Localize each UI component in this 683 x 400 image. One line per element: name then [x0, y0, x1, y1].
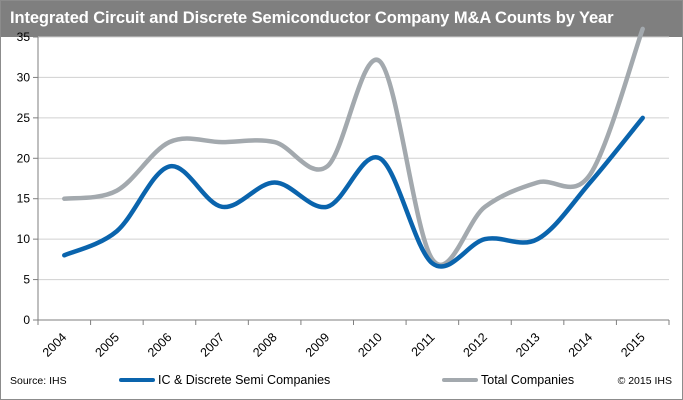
y-tick-label-10: 10 [17, 232, 31, 246]
x-tick-label-2007: 2007 [198, 330, 228, 360]
legend-swatch-ic [119, 378, 155, 382]
title-bar: Integrated Circuit and Discrete Semicond… [1, 1, 682, 37]
x-tick-label-2014: 2014 [566, 330, 596, 360]
x-tick-label-2015: 2015 [618, 330, 648, 360]
chart-title: Integrated Circuit and Discrete Semicond… [10, 9, 614, 27]
y-tick-label-35: 35 [17, 30, 31, 44]
legend-swatch-total [442, 378, 478, 382]
y-tick-label-20: 20 [17, 151, 31, 165]
x-tick-label-2013: 2013 [513, 330, 543, 360]
y-tick-label-5: 5 [23, 273, 30, 287]
series-line-ic [62, 115, 645, 269]
legend-item-total: Total Companies [442, 373, 574, 387]
x-tick-label-2006: 2006 [145, 330, 175, 360]
legend-item-ic: IC & Discrete Semi Companies [119, 373, 330, 387]
x-tick-label-2011: 2011 [409, 330, 438, 359]
y-tick-label-25: 25 [17, 111, 31, 125]
y-tick-label-15: 15 [17, 192, 31, 206]
y-tick-label-30: 30 [17, 70, 31, 84]
x-tick-label-2010: 2010 [355, 330, 385, 360]
x-tick-label-2012: 2012 [461, 330, 491, 360]
x-tick-label-2008: 2008 [250, 330, 280, 360]
x-tick-label-2005: 2005 [92, 330, 122, 360]
x-tick-label-2004: 2004 [40, 330, 70, 360]
y-tick-label-0: 0 [23, 313, 30, 327]
source-note: Source: IHS [10, 375, 67, 387]
series-line-total [62, 26, 645, 267]
copyright-note: © 2015 IHS [617, 375, 672, 387]
legend-label-ic: IC & Discrete Semi Companies [158, 373, 331, 387]
legend-label-total: Total Companies [481, 373, 575, 387]
x-tick-label-2009: 2009 [303, 330, 333, 360]
